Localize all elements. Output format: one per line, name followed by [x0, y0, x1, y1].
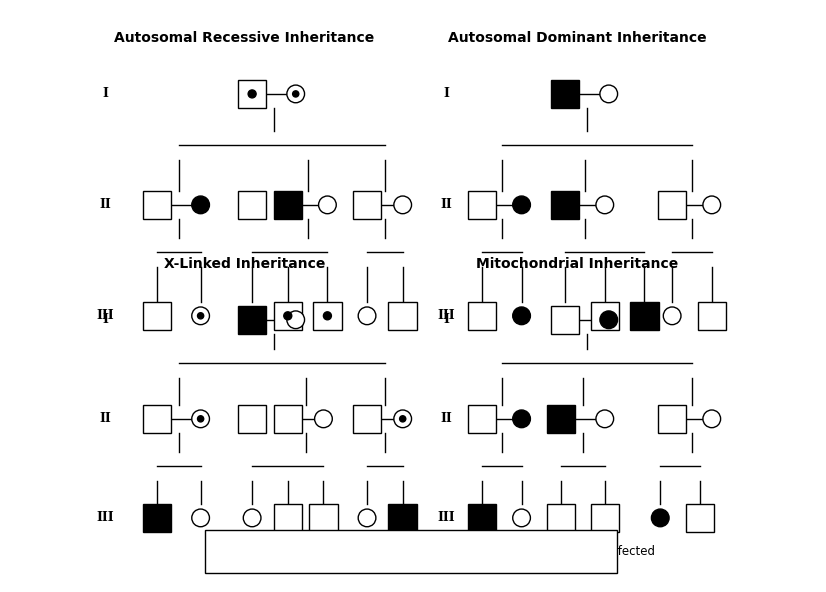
Text: II: II	[100, 198, 112, 211]
Bar	[630, 301, 658, 330]
Bar	[309, 504, 338, 532]
Bar	[238, 305, 267, 334]
Text: Carrier: Carrier	[262, 545, 303, 558]
Circle shape	[192, 509, 210, 527]
Bar	[468, 191, 496, 219]
Circle shape	[596, 410, 614, 427]
Bar	[657, 191, 686, 219]
Circle shape	[358, 307, 376, 324]
Circle shape	[600, 85, 618, 103]
Bar	[396, 540, 417, 562]
Bar	[591, 301, 619, 330]
Circle shape	[244, 549, 248, 554]
Text: Affected: Affected	[606, 545, 656, 558]
Bar	[238, 80, 267, 108]
Circle shape	[513, 509, 530, 527]
Text: II: II	[100, 413, 112, 425]
Bar	[143, 504, 171, 532]
Bar	[313, 301, 342, 330]
Bar	[353, 191, 382, 219]
Text: X-Linked Inheritance: X-Linked Inheritance	[164, 258, 325, 271]
Circle shape	[421, 545, 434, 558]
Text: Autosomal Dominant Inheritance: Autosomal Dominant Inheritance	[448, 31, 706, 46]
Circle shape	[197, 416, 204, 422]
Bar	[551, 305, 579, 334]
Circle shape	[192, 307, 210, 324]
Circle shape	[287, 85, 305, 103]
Bar	[388, 504, 417, 532]
Circle shape	[400, 416, 406, 422]
Circle shape	[513, 410, 530, 427]
Bar	[273, 191, 302, 219]
Bar	[388, 301, 417, 330]
Circle shape	[244, 509, 261, 527]
Circle shape	[358, 509, 376, 527]
Circle shape	[703, 196, 720, 214]
Bar	[353, 404, 382, 433]
Circle shape	[315, 410, 332, 427]
Bar	[686, 504, 714, 532]
Bar	[697, 301, 726, 330]
Bar	[214, 540, 235, 562]
Bar	[558, 540, 580, 562]
Bar	[273, 301, 302, 330]
Circle shape	[324, 312, 331, 320]
Circle shape	[197, 313, 204, 319]
Circle shape	[319, 196, 336, 214]
Text: I: I	[444, 313, 449, 326]
Circle shape	[584, 545, 597, 558]
Bar	[547, 404, 576, 433]
Circle shape	[192, 196, 210, 214]
Bar	[551, 191, 579, 219]
Bar	[143, 191, 171, 219]
Bar	[273, 504, 302, 532]
Bar	[468, 301, 496, 330]
Circle shape	[703, 410, 720, 427]
Circle shape	[394, 196, 411, 214]
Text: I: I	[444, 88, 449, 101]
Circle shape	[221, 548, 227, 554]
Bar	[468, 404, 496, 433]
Text: III: III	[97, 511, 114, 525]
Text: I: I	[102, 88, 108, 101]
Circle shape	[248, 90, 256, 98]
Text: III: III	[97, 309, 114, 322]
Bar	[238, 404, 267, 433]
Circle shape	[513, 196, 530, 214]
Bar	[547, 504, 576, 532]
Circle shape	[663, 307, 681, 324]
Circle shape	[284, 312, 292, 320]
Bar	[591, 504, 619, 532]
Bar	[468, 504, 496, 532]
Text: III: III	[438, 309, 455, 322]
Text: II: II	[440, 413, 452, 425]
Bar	[143, 404, 171, 433]
Circle shape	[244, 307, 261, 324]
Circle shape	[240, 545, 253, 558]
Text: Autosomal Recessive Inheritance: Autosomal Recessive Inheritance	[114, 31, 374, 46]
Circle shape	[394, 410, 411, 427]
Circle shape	[652, 509, 669, 527]
Circle shape	[192, 410, 210, 427]
Text: II: II	[440, 198, 452, 211]
Text: Mitochondrial Inheritance: Mitochondrial Inheritance	[476, 258, 678, 271]
Bar	[551, 80, 579, 108]
Bar	[657, 404, 686, 433]
Circle shape	[600, 311, 618, 329]
Circle shape	[287, 311, 305, 329]
Circle shape	[596, 196, 614, 214]
Circle shape	[292, 91, 299, 97]
Circle shape	[513, 307, 530, 324]
Bar	[273, 404, 302, 433]
Text: Unaffected: Unaffected	[444, 545, 509, 558]
Bar	[143, 301, 171, 330]
Circle shape	[557, 307, 574, 324]
Bar	[205, 530, 617, 574]
Text: III: III	[438, 511, 455, 525]
Text: I: I	[102, 313, 108, 326]
Bar	[238, 191, 267, 219]
